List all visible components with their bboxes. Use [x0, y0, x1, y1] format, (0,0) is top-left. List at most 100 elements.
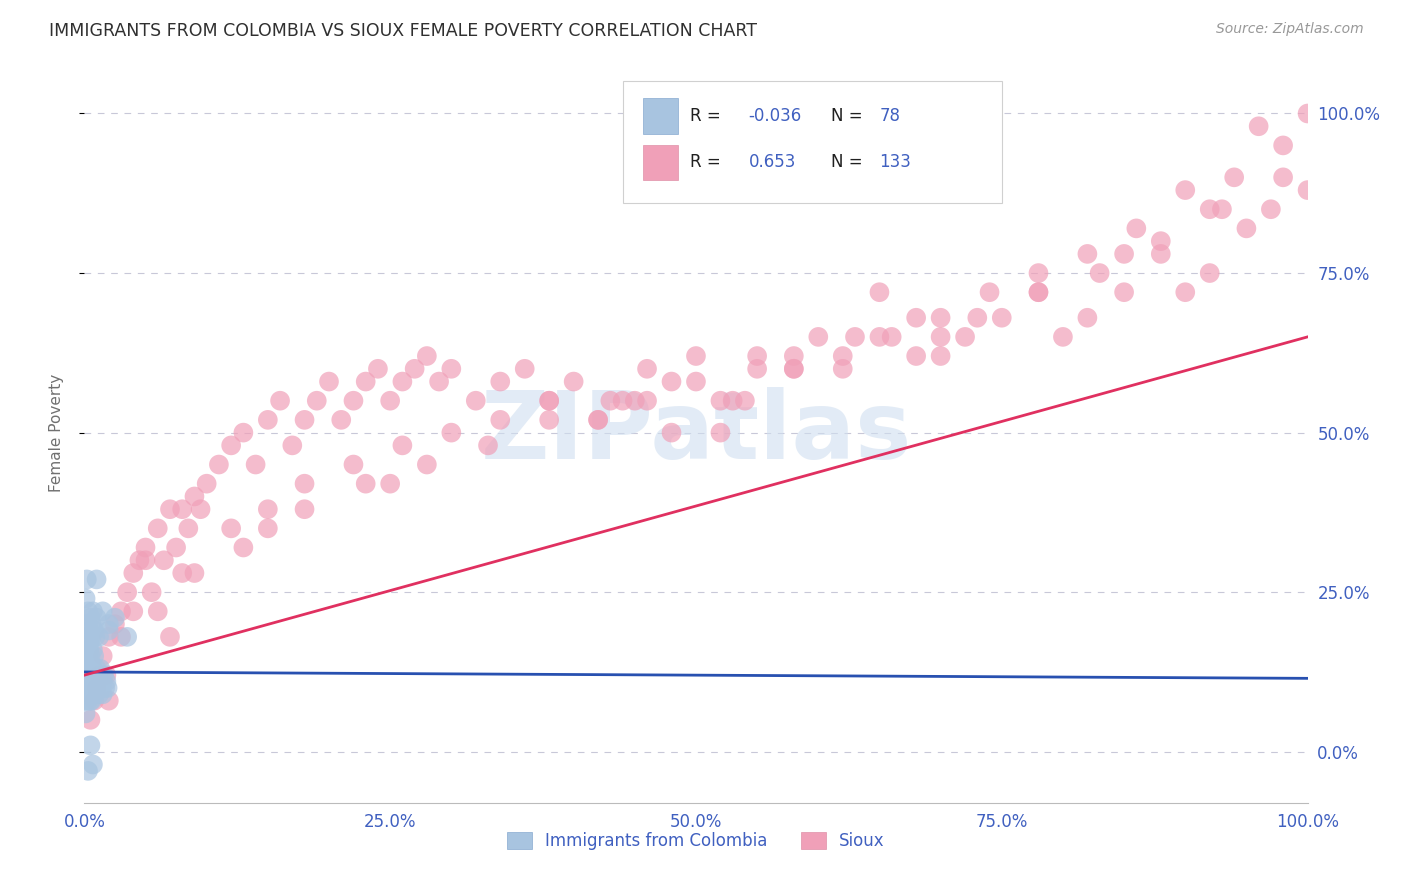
Point [709, 393, 731, 408]
Point [87, 668, 110, 682]
Point [391, 438, 413, 452]
Point [440, 425, 463, 440]
Point [90, 681, 112, 695]
Point [342, 393, 364, 408]
Point [84, 681, 107, 695]
Point [342, 458, 364, 472]
Text: -0.036: -0.036 [748, 107, 801, 125]
Point [869, 330, 891, 344]
Point [1198, 266, 1220, 280]
Point [1028, 285, 1050, 300]
Point [77, 668, 100, 682]
Point [464, 393, 486, 408]
Point [76, 662, 98, 676]
Point [86, 611, 108, 625]
Point [77, 604, 100, 618]
Point [76, 648, 98, 663]
Point [905, 310, 928, 325]
FancyBboxPatch shape [623, 81, 1002, 203]
Point [87, 681, 110, 695]
Point [489, 413, 512, 427]
Point [87, 674, 110, 689]
Point [135, 541, 157, 555]
Point [208, 458, 231, 472]
Point [97, 624, 120, 638]
Point [104, 617, 127, 632]
Point [1174, 285, 1197, 300]
Point [1125, 221, 1147, 235]
Point [367, 361, 389, 376]
Point [513, 361, 536, 376]
Point [153, 553, 176, 567]
Point [82, 757, 104, 772]
Point [77, 656, 100, 670]
Point [831, 361, 853, 376]
Point [76, 674, 98, 689]
Point [831, 349, 853, 363]
Point [77, 694, 100, 708]
Point [1150, 247, 1173, 261]
Point [661, 375, 683, 389]
Point [281, 438, 304, 452]
Point [1028, 285, 1050, 300]
Point [1174, 183, 1197, 197]
Point [84, 687, 107, 701]
Point [159, 630, 181, 644]
Point [783, 349, 806, 363]
Point [636, 393, 658, 408]
Point [427, 375, 450, 389]
Point [122, 604, 145, 618]
Point [599, 393, 621, 408]
Point [82, 604, 104, 618]
Point [79, 713, 101, 727]
Point [929, 330, 952, 344]
Point [661, 425, 683, 440]
Point [538, 393, 561, 408]
Point [75, 591, 97, 606]
Point [991, 310, 1014, 325]
Point [869, 285, 891, 300]
Point [844, 330, 866, 344]
Point [94, 681, 117, 695]
Point [82, 662, 104, 676]
Point [82, 681, 104, 695]
Point [416, 349, 439, 363]
Point [979, 285, 1001, 300]
Point [87, 687, 110, 701]
Point [721, 393, 744, 408]
Point [624, 393, 647, 408]
Point [75, 668, 97, 682]
Point [685, 375, 707, 389]
Point [141, 585, 163, 599]
Point [586, 413, 609, 427]
Point [97, 630, 120, 644]
Point [80, 617, 103, 632]
Point [1114, 285, 1136, 300]
Point [77, 636, 100, 650]
Point [183, 566, 205, 580]
Point [104, 611, 127, 625]
Point [783, 361, 806, 376]
Point [257, 502, 280, 516]
Point [880, 330, 903, 344]
Point [146, 604, 169, 618]
Point [79, 656, 101, 670]
Point [294, 413, 316, 427]
Point [79, 681, 101, 695]
Point [1296, 106, 1319, 120]
Point [96, 668, 118, 682]
Text: 78: 78 [880, 107, 900, 125]
Point [586, 413, 609, 427]
Point [747, 349, 769, 363]
Point [709, 425, 731, 440]
Point [177, 521, 200, 535]
Text: 133: 133 [880, 153, 911, 171]
Point [91, 604, 114, 618]
Point [76, 617, 98, 632]
Point [77, 764, 100, 778]
Point [966, 310, 988, 325]
Point [1088, 266, 1111, 280]
Point [84, 630, 107, 644]
Point [80, 662, 103, 676]
Legend: Immigrants from Colombia, Sioux: Immigrants from Colombia, Sioux [508, 832, 884, 850]
